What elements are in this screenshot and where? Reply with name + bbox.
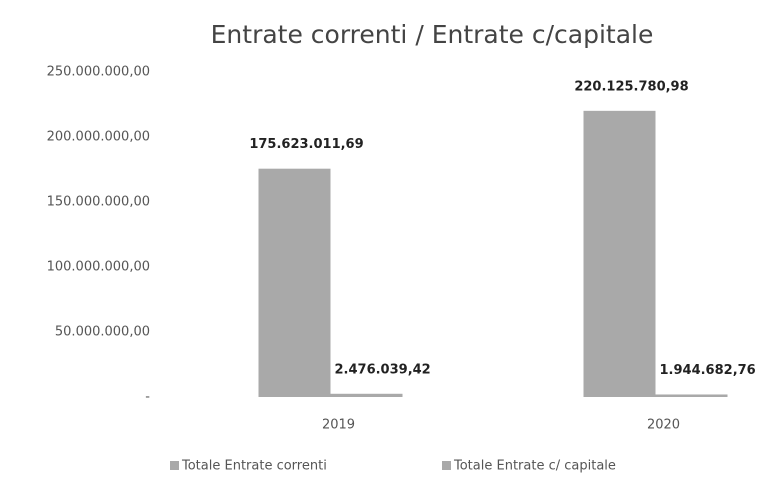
y-tick-label: 200.000.000,00 (47, 130, 150, 145)
bar (330, 393, 403, 397)
y-tick-label: 100.000.000,00 (47, 260, 150, 275)
x-tick-label: 2020 (647, 418, 680, 433)
legend-swatch (442, 461, 451, 470)
y-tick-label: 250.000.000,00 (47, 65, 150, 80)
x-tick-label: 2019 (322, 418, 355, 433)
y-tick-label: 150.000.000,00 (47, 195, 150, 210)
bar (583, 110, 656, 397)
value-label: 220.125.780,98 (574, 79, 688, 94)
legend-label: Totale Entrate c/ capitale (453, 459, 616, 474)
bar (258, 168, 331, 397)
legend-swatch (170, 461, 179, 470)
value-label: 2.476.039,42 (335, 362, 431, 377)
value-label: 175.623.011,69 (249, 137, 363, 152)
y-tick-label: 50.000.000,00 (55, 325, 150, 340)
y-tick-label: - (145, 390, 150, 405)
chart-title: Entrate correnti / Entrate c/capitale (211, 20, 654, 49)
bar (655, 394, 728, 397)
value-label: 1.944.682,76 (660, 363, 756, 378)
legend-label: Totale Entrate correnti (181, 459, 327, 474)
